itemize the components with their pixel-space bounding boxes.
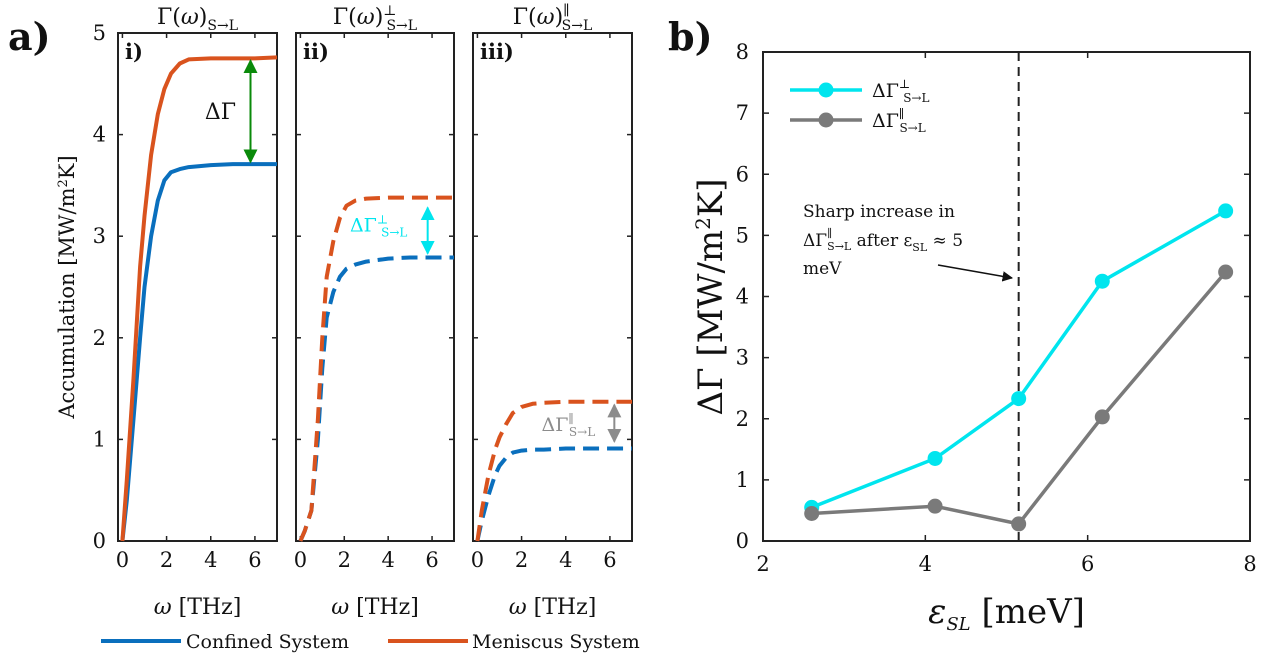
legend-par-marker	[818, 112, 834, 128]
y-tick-label: 0	[93, 529, 106, 553]
delta-gamma-annotation: ΔΓ	[205, 100, 236, 125]
series-meniscus	[120, 55, 278, 542]
x-axis-label: ω [THz]	[331, 595, 419, 620]
x-axis-label: ω [THz]	[509, 595, 597, 620]
x-tick-label: 2	[756, 552, 769, 576]
series-perp-point	[927, 450, 943, 466]
subplot-frame	[472, 32, 633, 542]
legend-perp-marker	[818, 82, 834, 98]
subplot-frame	[117, 32, 278, 542]
x-tick-label: 6	[603, 548, 616, 572]
series-meniscus	[298, 195, 454, 542]
delta-gamma-perp-annotation: ΔΓ⊥ S→L	[350, 213, 407, 240]
legend-par-label: ΔΓ∥ S→L	[872, 107, 926, 135]
x-tick-label: 8	[1243, 552, 1256, 576]
series-par-point	[1011, 516, 1027, 532]
annotation-line1: Sharp increase in	[803, 202, 955, 222]
series-perp-point	[1011, 391, 1027, 407]
annotation-line2: ΔΓ∥ S→L after εSL ≈ 5	[803, 227, 963, 254]
x-tick-label: 2	[515, 548, 528, 572]
subplot-3: 0 2 4 6 iii) ω [THz] Γ(ω)∥ S→L	[471, 3, 633, 620]
x-tick-label: 4	[381, 548, 394, 572]
subplot-label: ii)	[303, 39, 329, 64]
y-axis-label-a: Accumulation [MW/m2K]	[55, 155, 79, 419]
x-tick-label: 0	[294, 548, 307, 572]
subplot-frame	[295, 32, 455, 542]
y-tick-label: 8	[736, 40, 749, 64]
y-tick-label: 6	[736, 162, 749, 186]
y-tick-label: 2	[736, 407, 749, 431]
x-tick-label: 6	[1081, 552, 1094, 576]
y-tick-label: 5	[736, 223, 749, 247]
subplot-label: i)	[125, 39, 143, 64]
series-par-point	[927, 498, 943, 514]
x-tick-label: 2	[338, 548, 351, 572]
series-perp-point	[1218, 203, 1234, 219]
x-tick-label: 4	[204, 548, 217, 572]
x-tick-label: 6	[248, 548, 261, 572]
x-tick-label: 4	[559, 548, 572, 572]
delta-gamma-par-annotation: ΔΓ∥ S→L	[541, 412, 595, 439]
x-tick-label: 2	[160, 548, 173, 572]
subplot-frame	[762, 51, 1251, 542]
series-par-point	[1094, 409, 1110, 425]
x-tick-label: 4	[919, 552, 932, 576]
y-tick-label: 3	[93, 224, 106, 248]
y-tick-label: 1	[93, 427, 106, 451]
series-par-point	[1218, 264, 1234, 280]
series-meniscus	[475, 399, 632, 542]
subplot-title: Γ(ω)S→L	[157, 5, 238, 34]
subplot-label: iii)	[480, 39, 514, 64]
legend-meniscus-label: Meniscus System	[472, 631, 640, 653]
y-axis-label-b: ΔΓ [MW/m2K]	[691, 178, 731, 415]
y-tick-label: 3	[736, 346, 749, 370]
y-tick-label: 2	[93, 326, 106, 350]
series-confined	[475, 446, 632, 542]
x-axis-label: ω [THz]	[154, 595, 242, 620]
subplot-title: Γ(ω)∥ S→L	[513, 3, 593, 34]
subplot-1: 0 2 4 6 0 1 2 3 4 5 i) ω [THz] Γ(ω)S→L	[93, 5, 278, 620]
legend-confined-label: Confined System	[186, 631, 349, 653]
legend-perp-label: ΔΓ⊥ S→L	[872, 77, 929, 105]
panel-a-label: a)	[8, 14, 51, 59]
x-tick-label: 6	[425, 548, 438, 572]
y-tick-label: 1	[736, 468, 749, 492]
y-tick-label: 5	[93, 21, 106, 45]
series-confined	[120, 162, 277, 542]
y-tick-label: 4	[93, 123, 106, 147]
x-tick-label: 0	[116, 548, 129, 572]
y-tick-label: 4	[736, 285, 749, 309]
subplot-2: 0 2 4 6 ii) ω [THz] Γ(ω)⊥ S→L	[294, 3, 455, 620]
annotation-arrow	[937, 264, 1014, 282]
panel-b-label: b)	[668, 14, 713, 59]
series-perp-point	[1094, 273, 1110, 289]
x-axis-label-b: εSL [meV]	[928, 592, 1085, 635]
subplot-title: Γ(ω)⊥ S→L	[333, 3, 417, 34]
annotation-line3: meV	[803, 259, 842, 279]
subplot-b: 2 4 6 8 0 1 2 3 4 5 6 7 8 ΔΓ⊥ S→LΔΓ∥ S→L Sharp increase …	[736, 40, 1257, 576]
x-tick-label: 0	[471, 548, 484, 572]
y-tick-label: 7	[736, 101, 749, 125]
y-tick-label: 0	[736, 529, 749, 553]
series-par-point	[804, 505, 820, 521]
